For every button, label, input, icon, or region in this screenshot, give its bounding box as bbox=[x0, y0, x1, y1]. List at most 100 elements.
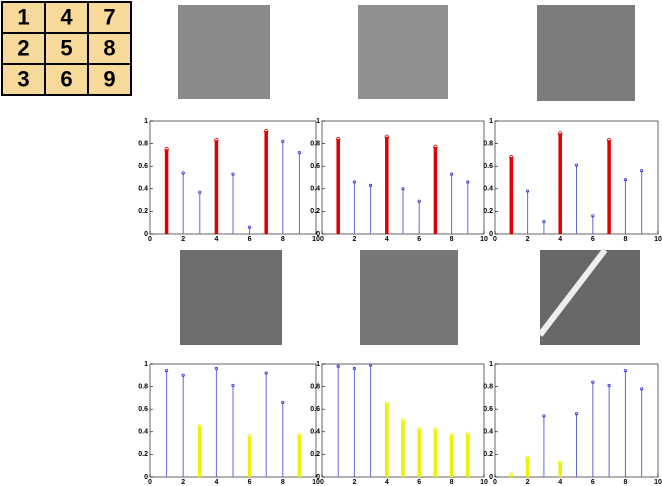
photo-row-1 bbox=[178, 5, 635, 101]
walker-image bbox=[358, 5, 448, 99]
y-tick-label: 0.6 bbox=[483, 406, 493, 413]
y-tick-label: 0.6 bbox=[138, 406, 148, 413]
y-tick-label: 0.4 bbox=[483, 186, 493, 193]
grid-number: 6 bbox=[60, 66, 72, 91]
x-tick-label: 8 bbox=[281, 236, 285, 243]
stem-chart: 00.20.40.60.810246810 bbox=[310, 361, 488, 486]
x-tick-label: 10 bbox=[654, 236, 662, 243]
x-tick-label: 10 bbox=[480, 479, 488, 486]
y-tick-label: 0.8 bbox=[138, 383, 148, 390]
grid-number: 9 bbox=[103, 66, 115, 91]
y-tick-label: 0.6 bbox=[138, 163, 148, 170]
walker-image bbox=[178, 5, 270, 99]
x-tick-label: 2 bbox=[526, 479, 530, 486]
y-tick-label: 0.4 bbox=[138, 186, 148, 193]
y-tick-label: 1 bbox=[489, 361, 493, 368]
y-tick-label: 0.2 bbox=[310, 208, 320, 215]
x-tick-label: 8 bbox=[281, 479, 285, 486]
x-tick-label: 6 bbox=[591, 236, 595, 243]
y-tick-label: 0.6 bbox=[483, 163, 493, 170]
photo-row-2 bbox=[180, 250, 640, 345]
stem-head bbox=[215, 367, 217, 369]
stem-head bbox=[608, 384, 610, 386]
x-tick-label: 2 bbox=[352, 236, 356, 243]
stem-head bbox=[624, 370, 626, 372]
x-tick-label: 4 bbox=[558, 236, 562, 243]
x-tick-label: 0 bbox=[320, 236, 324, 243]
x-tick-label: 8 bbox=[623, 236, 627, 243]
grid-number: 3 bbox=[17, 66, 29, 91]
y-tick-label: 1 bbox=[489, 118, 493, 125]
face-image bbox=[540, 250, 640, 345]
x-tick-label: 4 bbox=[385, 479, 389, 486]
y-tick-label: 0.8 bbox=[310, 140, 320, 147]
face-image bbox=[360, 250, 458, 345]
x-tick-label: 6 bbox=[248, 479, 252, 486]
x-tick-label: 0 bbox=[320, 479, 324, 486]
x-tick-label: 2 bbox=[181, 236, 185, 243]
x-tick-label: 2 bbox=[526, 236, 530, 243]
grid-number: 5 bbox=[60, 35, 72, 60]
figure: 14725836900.20.40.60.81024681000.20.40.6… bbox=[0, 0, 662, 486]
x-tick-label: 0 bbox=[148, 236, 152, 243]
y-tick-label: 0.6 bbox=[310, 406, 320, 413]
x-tick-label: 6 bbox=[417, 479, 421, 486]
x-tick-label: 6 bbox=[248, 236, 252, 243]
y-tick-label: 1 bbox=[316, 361, 320, 368]
y-tick-label: 0.8 bbox=[483, 383, 493, 390]
y-tick-label: 0.6 bbox=[310, 163, 320, 170]
x-tick-label: 2 bbox=[181, 479, 185, 486]
grid-number: 2 bbox=[17, 35, 29, 60]
stem-head bbox=[232, 384, 234, 386]
stem-head bbox=[575, 413, 577, 415]
x-tick-label: 4 bbox=[385, 236, 389, 243]
stem-chart: 0 0.2 0.4 0.6 0.8 10 2 4 6 8 10 bbox=[483, 361, 662, 486]
x-tick-label: 10 bbox=[654, 479, 662, 486]
y-tick-label: 0.2 bbox=[310, 451, 320, 458]
grid-number: 8 bbox=[103, 35, 115, 60]
stem-head bbox=[592, 381, 594, 383]
walker-image bbox=[537, 5, 635, 101]
stem-head bbox=[543, 415, 545, 417]
x-tick-label: 10 bbox=[480, 236, 488, 243]
x-tick-label: 0 bbox=[493, 236, 497, 243]
x-tick-label: 0 bbox=[148, 479, 152, 486]
x-tick-label: 4 bbox=[214, 236, 218, 243]
y-tick-label: 0.4 bbox=[310, 429, 320, 436]
stem-head bbox=[265, 372, 267, 374]
y-tick-label: 0.8 bbox=[138, 140, 148, 147]
grid-number: 4 bbox=[60, 4, 73, 29]
stem-chart: 0 0.2 0.4 0.6 0.8 10 2 4 6 8 10 bbox=[483, 118, 662, 243]
x-tick-label: 8 bbox=[450, 479, 454, 486]
y-tick-label: 1 bbox=[144, 118, 148, 125]
x-tick-label: 6 bbox=[591, 479, 595, 486]
y-tick-label: 1 bbox=[144, 361, 148, 368]
y-tick-label: 0.2 bbox=[138, 451, 148, 458]
y-tick-label: 0.2 bbox=[138, 208, 148, 215]
y-tick-label: 1 bbox=[316, 118, 320, 125]
y-tick-label: 0.2 bbox=[483, 208, 493, 215]
y-tick-label: 0.4 bbox=[483, 429, 493, 436]
x-tick-label: 8 bbox=[450, 236, 454, 243]
grid-number: 7 bbox=[103, 4, 115, 29]
x-tick-label: 8 bbox=[623, 479, 627, 486]
y-tick-label: 0.2 bbox=[483, 451, 493, 458]
y-tick-label: 0.4 bbox=[138, 429, 148, 436]
x-tick-label: 4 bbox=[558, 479, 562, 486]
x-tick-label: 2 bbox=[352, 479, 356, 486]
page: 14725836900.20.40.60.81024681000.20.40.6… bbox=[0, 0, 662, 486]
y-tick-label: 0.8 bbox=[483, 140, 493, 147]
stem-head bbox=[165, 370, 167, 372]
grid-number: 1 bbox=[17, 4, 29, 29]
y-tick-label: 0.4 bbox=[310, 186, 320, 193]
y-tick-label: 0.8 bbox=[310, 383, 320, 390]
x-tick-label: 6 bbox=[417, 236, 421, 243]
x-tick-label: 0 bbox=[493, 479, 497, 486]
stem-head bbox=[353, 367, 355, 369]
face-image bbox=[180, 250, 282, 345]
stem-head bbox=[282, 401, 284, 403]
x-tick-label: 4 bbox=[214, 479, 218, 486]
